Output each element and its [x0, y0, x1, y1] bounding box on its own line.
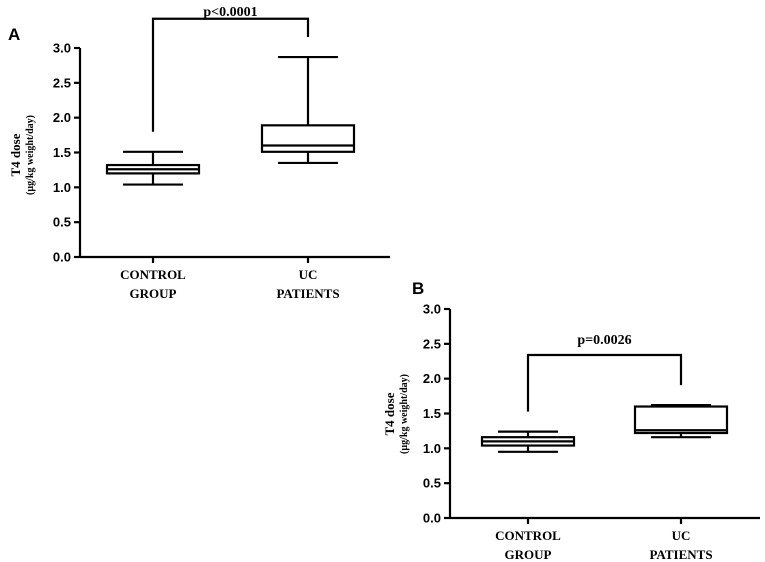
y-tick-label: 0.0	[423, 511, 441, 526]
y-tick-label: 1.0	[53, 180, 71, 195]
x-category-label: CONTROL	[120, 267, 186, 282]
x-category-label: UC	[672, 528, 691, 543]
y-tick-label: 3.0	[53, 41, 71, 56]
box-1	[105, 150, 201, 186]
y-tick-label: 0.0	[53, 250, 71, 265]
y-axis-label: T4 dose	[382, 392, 397, 435]
significance-bracket	[526, 353, 683, 412]
panel-letter: A	[8, 25, 20, 44]
x-category-label: CONTROL	[495, 528, 561, 543]
box-2	[260, 55, 356, 165]
panel-letter: B	[412, 279, 424, 298]
y-tick-label: 0.5	[423, 476, 441, 491]
x-category-label-line2: PATIENTS	[276, 286, 339, 301]
box-1	[480, 430, 576, 453]
box-2	[633, 404, 729, 439]
panel-a: A 0.0 0.5 1.0 1.5 2.0 2.5 3.0 T4 dose (µg/kg weig…	[8, 5, 390, 301]
y-tick-label: 1.5	[423, 406, 441, 421]
y-tick-label: 3.0	[423, 302, 441, 317]
y-tick-label: 1.0	[423, 441, 441, 456]
y-axis-label-unit: (µg/kg weight/day)	[25, 115, 36, 195]
box-iqr	[633, 405, 729, 435]
box-iqr	[260, 124, 356, 153]
x-category-label-line2: GROUP	[130, 286, 177, 301]
x-category-label: UC	[299, 267, 318, 282]
y-tick-label: 0.5	[53, 215, 71, 230]
y-axis-label-unit: (µg/kg weight/day)	[399, 374, 410, 454]
panel-b: B 0.0 0.5 1.0 1.5 2.0 2.5 3.0 T4 dose (µg/kg weig…	[382, 279, 760, 562]
y-tick-label: 2.5	[53, 75, 71, 90]
p-value-label: p=0.0026	[577, 333, 631, 348]
y-tick-label: 2.5	[423, 336, 441, 351]
x-category-label-line2: PATIENTS	[649, 547, 712, 562]
p-value-label: p<0.0001	[203, 5, 257, 20]
x-category-label-line2: GROUP	[505, 547, 552, 562]
y-tick-label: 2.0	[423, 371, 441, 386]
y-tick-label: 1.5	[53, 145, 71, 160]
significance-bracket	[151, 17, 310, 132]
y-axis-label: T4 dose	[8, 133, 23, 176]
y-tick-label: 2.0	[53, 110, 71, 125]
